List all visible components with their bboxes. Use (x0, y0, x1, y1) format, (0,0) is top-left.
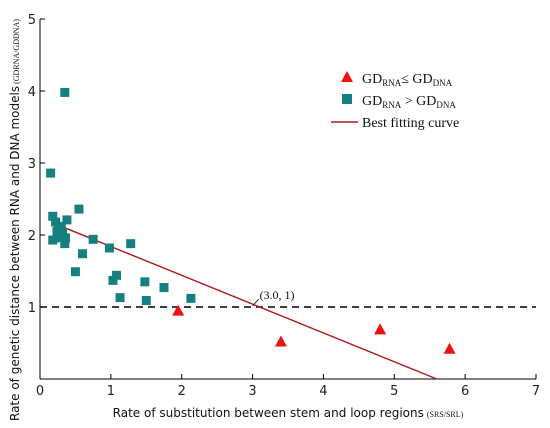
y-tick-label: 3 (28, 157, 36, 172)
data-point-triangle (443, 342, 456, 354)
x-tick-label: 3 (248, 384, 256, 399)
y-tick-label: 5 (28, 13, 36, 28)
data-point-square (141, 296, 151, 306)
data-point-square (140, 277, 150, 287)
data-point-square (51, 217, 61, 227)
data-point-square (62, 215, 72, 225)
data-point-square (78, 249, 88, 259)
x-tick-label: 1 (107, 384, 115, 399)
legend: GDRNA≤ GDDNA GDRNA > GDDNA Best fitting … (331, 71, 459, 131)
data-point-triangle (374, 323, 387, 335)
legend-1-mid: ≤ GD (401, 72, 432, 87)
annotation-label: (3.0, 1) (260, 288, 295, 302)
legend-triangle-marker (341, 71, 353, 82)
y-axis-title-main: Rate of genetic distance between RNA and… (8, 86, 22, 421)
data-point-square (48, 235, 58, 245)
x-axis-title-main: Rate of substitution between stem and lo… (113, 406, 424, 420)
data-point-square (61, 233, 71, 243)
data-point-square (88, 234, 98, 244)
legend-square-marker (342, 94, 352, 104)
y-axis-title-sub-a: RNA (12, 53, 21, 70)
data-point-square (108, 275, 118, 285)
legend-1-sub1: RNA (382, 78, 402, 88)
legend-1-sub2: DNA (433, 78, 453, 88)
data-point-square (159, 283, 169, 293)
y-tick-label: 2 (28, 229, 36, 244)
x-tick-label: 0 (36, 384, 44, 399)
data-point-square (112, 270, 122, 280)
x-tick-label: 2 (178, 384, 186, 399)
y-axis-title: Rate of genetic distance between RNA and… (8, 19, 22, 421)
x-axis-title: Rate of substitution between stem and lo… (113, 406, 464, 420)
legend-2-main: GD (362, 94, 382, 109)
legend-label-series-1: GDRNA≤ GDDNA (362, 72, 453, 88)
data-point-square (52, 226, 62, 236)
legend-label-fit: Best fitting curve (362, 116, 459, 131)
data-point-square (58, 228, 68, 238)
x-tick-label: 5 (390, 384, 398, 399)
data-point-square (126, 239, 136, 249)
data-point-square (74, 204, 84, 214)
legend-2-sub1: RNA (382, 100, 402, 110)
data-point-square (115, 293, 125, 303)
best-fit-line (64, 227, 438, 380)
y-tick-label: 1 (28, 301, 36, 316)
data-point-square (104, 243, 114, 253)
data-point-square (60, 87, 70, 97)
y-tick-label: 4 (28, 85, 36, 100)
y-axis-title-sub-d: ) (12, 19, 21, 22)
legend-2-mid: > GD (401, 94, 436, 109)
x-tick-label: 4 (319, 384, 327, 399)
x-axis-title-sub: (SRS/SRL) (427, 410, 464, 419)
data-point-triangle (172, 304, 185, 316)
legend-1-main: GD (362, 72, 382, 87)
x-tick-label: 7 (532, 384, 540, 399)
x-tick-label: 6 (461, 384, 469, 399)
annotation-leader (252, 298, 259, 307)
y-axis-title-sub: (GD (12, 69, 21, 83)
data-points (46, 87, 456, 354)
data-point-square (48, 211, 58, 221)
data-point-square (70, 267, 80, 277)
legend-label-series-2: GDRNA > GDDNA (362, 94, 456, 110)
data-point-square (60, 239, 70, 249)
y-axis-title-sub-b: /GD (12, 39, 21, 53)
y-axis-title-sub-c: DNA (12, 21, 21, 39)
legend-2-sub2: DNA (436, 100, 456, 110)
data-point-triangle (274, 335, 287, 347)
data-point-square (46, 168, 56, 178)
data-point-square (186, 293, 196, 303)
